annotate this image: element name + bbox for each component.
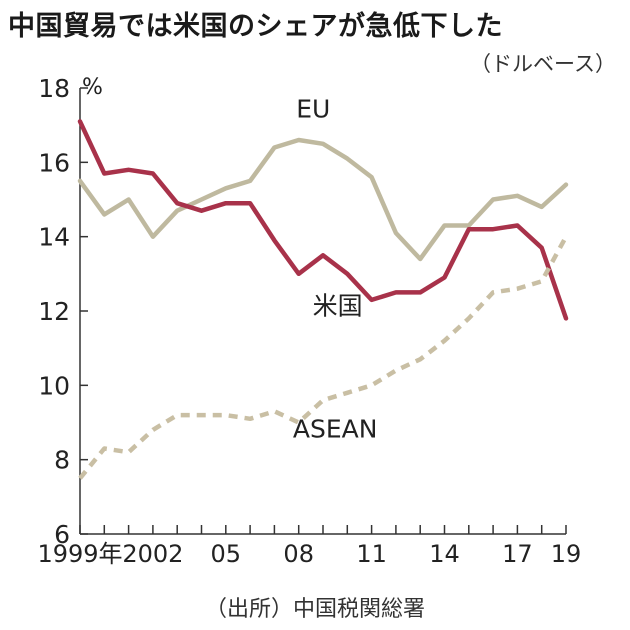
series-line-eu [77,137,569,262]
series-label-us: 米国 [313,292,363,321]
y-tick-label: 16 [38,148,70,177]
chart-subtitle: （ドルベース） [470,52,616,76]
x-tick-label: 11 [356,540,387,568]
y-tick-label: 6 [54,520,70,549]
x-tick-label: 08 [283,540,314,568]
source-note: （出所）中国税関総署 [204,597,425,622]
y-tick-label: 14 [38,223,70,252]
x-tick-label: 1999年 [37,540,122,568]
x-tick-label: 17 [502,540,533,568]
series-layer [77,119,569,480]
series-line-us [77,119,569,321]
y-tick-label: 8 [54,446,70,475]
series-label-eu: EU [296,95,330,124]
y-tick-label: 10 [38,371,70,400]
x-tick-label: 05 [211,540,242,568]
y-unit-label: % [82,75,103,100]
series-label-asean: ASEAN [293,414,378,443]
y-tick-label: 18 [38,74,70,103]
axes: 6 8 10 12 14 16 18 % 1999年 2002 05 08 11 14 17 19 [37,74,581,568]
series-labels: EU 米国 ASEAN [293,95,378,444]
x-tick-label: 19 [551,540,582,568]
y-tick-label: 12 [38,297,70,326]
x-tick-label: 2002 [122,540,183,568]
chart-title: 中国貿易では米国のシェアが急低下した [8,11,503,42]
x-tick-label: 14 [429,540,460,568]
